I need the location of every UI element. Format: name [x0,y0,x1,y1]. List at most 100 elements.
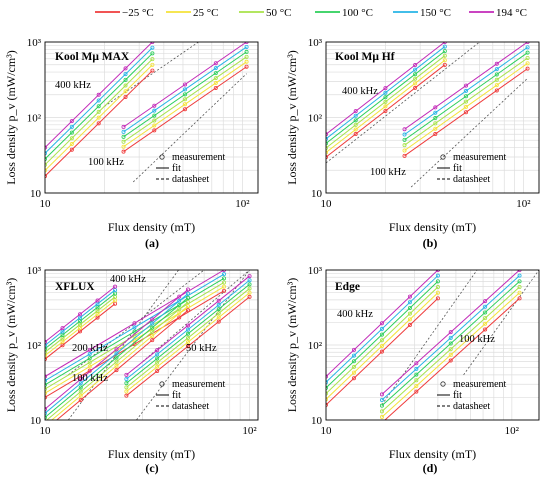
fit-line [126,275,250,376]
measurement-point [494,61,499,66]
measurement-point [379,343,384,348]
fit-line [326,42,446,135]
measurement-point [383,90,388,95]
measurement-point [183,82,188,87]
measurement-point [353,132,358,137]
measurement-point [494,88,499,93]
measurement-point [123,89,128,94]
frequency-annotation: 100 kHz [459,334,495,345]
measurement-point [379,415,384,420]
measurement-point [407,311,412,316]
y-tick-label: 10³ [27,37,42,49]
panel-c: 10 10² 10 10² 10³ Flux density (mT) Loss densi… [4,265,259,475]
measurement-point [69,130,74,135]
measurement-point [351,370,356,375]
fit-line [123,66,247,153]
tick-labels: 10 10² 10 10² 10³ [308,265,520,437]
x-axis-label: Flux density (mT) [108,220,195,234]
measurement-point [150,321,155,326]
x-tick-label: 10² [235,198,250,210]
measurement-point [247,290,252,295]
measurement-point [435,290,440,295]
legend-marker-measurement [440,154,446,160]
fit-line [45,282,225,390]
legend-text: fit [453,163,462,174]
measurement-point [183,107,188,112]
measurement-point [413,72,418,77]
datasheet-line [326,42,480,164]
measurement-point [379,332,384,337]
legend-text: fit [172,163,181,174]
y-tick-label: 10² [308,340,323,352]
measurement-point [185,335,190,340]
measurement-point [464,83,469,88]
fit-line [46,301,189,420]
measurement-point [87,356,92,361]
legend-text: datasheet [172,174,209,185]
fit-line [404,46,528,135]
measurement-point [448,358,453,363]
measurement-point [150,51,155,56]
measurement-point [326,391,328,396]
measurement-point [353,122,358,127]
fit-line [326,275,439,383]
measurement-point [150,45,155,50]
measurement-point [525,50,530,55]
measurement-point [69,136,74,141]
measurement-point [517,296,522,301]
measurement-point [351,359,356,364]
measurement-point [442,44,447,49]
measurement-point [150,68,155,73]
x-axis-label: Flux density (mT) [389,220,476,234]
legend-text: datasheet [172,401,209,412]
measurement-point [114,368,119,373]
measurement-point [221,272,226,277]
measurement-point [96,98,101,103]
measurement-point [483,299,488,304]
measurement-point [121,129,126,134]
y-axis-label: Loss density p_v (mW/cm³) [285,50,299,185]
series-group-200-khz [45,270,226,400]
series-group-100-khz [45,287,190,420]
panel-label: (c) [145,461,158,475]
measurement-point [483,304,488,309]
measurement-point [433,105,438,110]
measurement-point [124,385,129,390]
frequency-annotation: 400 kHz [342,86,378,97]
tick-labels: 10 10² 10 10² 10³ [27,265,258,437]
panel-label: (b) [423,236,438,250]
measurement-point [353,127,358,132]
measurement-point [87,352,92,357]
measurement-point [402,132,407,137]
measurement-point [123,72,128,77]
tick-labels: 10 10² 10 10² 10³ [308,37,532,210]
measurement-point [221,280,226,285]
measurement-point [383,104,388,109]
panel-d: 10 10² 10 10² 10³ Flux density (mT) Loss densi… [285,265,540,475]
frequency-annotation: 200 kHz [72,343,108,354]
legend-text: measurement [453,379,507,390]
legend-text: datasheet [453,401,490,412]
x-axis-label: Flux density (mT) [389,447,476,461]
measurement-point [183,97,188,102]
measurement-point [414,366,419,371]
fit-line [381,270,520,395]
y-axis-label: Loss density p_v (mW/cm³) [4,278,18,413]
fit-line [126,288,250,388]
measurement-point [413,67,418,72]
measurement-point [150,329,155,334]
measurement-point [402,148,407,153]
measurement-point [464,88,469,93]
measurement-point [379,326,384,331]
measurement-point [124,377,129,382]
x-tick-label: 10 [40,425,52,437]
panels: 10 10² 10 10² 10³ Flux density (mT) Loss densi… [4,37,540,475]
frequency-annotation: 100 kHz [370,167,406,178]
measurement-point [464,99,469,104]
measurement-point [60,326,65,331]
measurement-point [150,338,155,343]
panel-a: 10 10² 10 10² 10³ Flux density (mT) Loss densi… [4,37,259,250]
fit-line [326,50,446,144]
